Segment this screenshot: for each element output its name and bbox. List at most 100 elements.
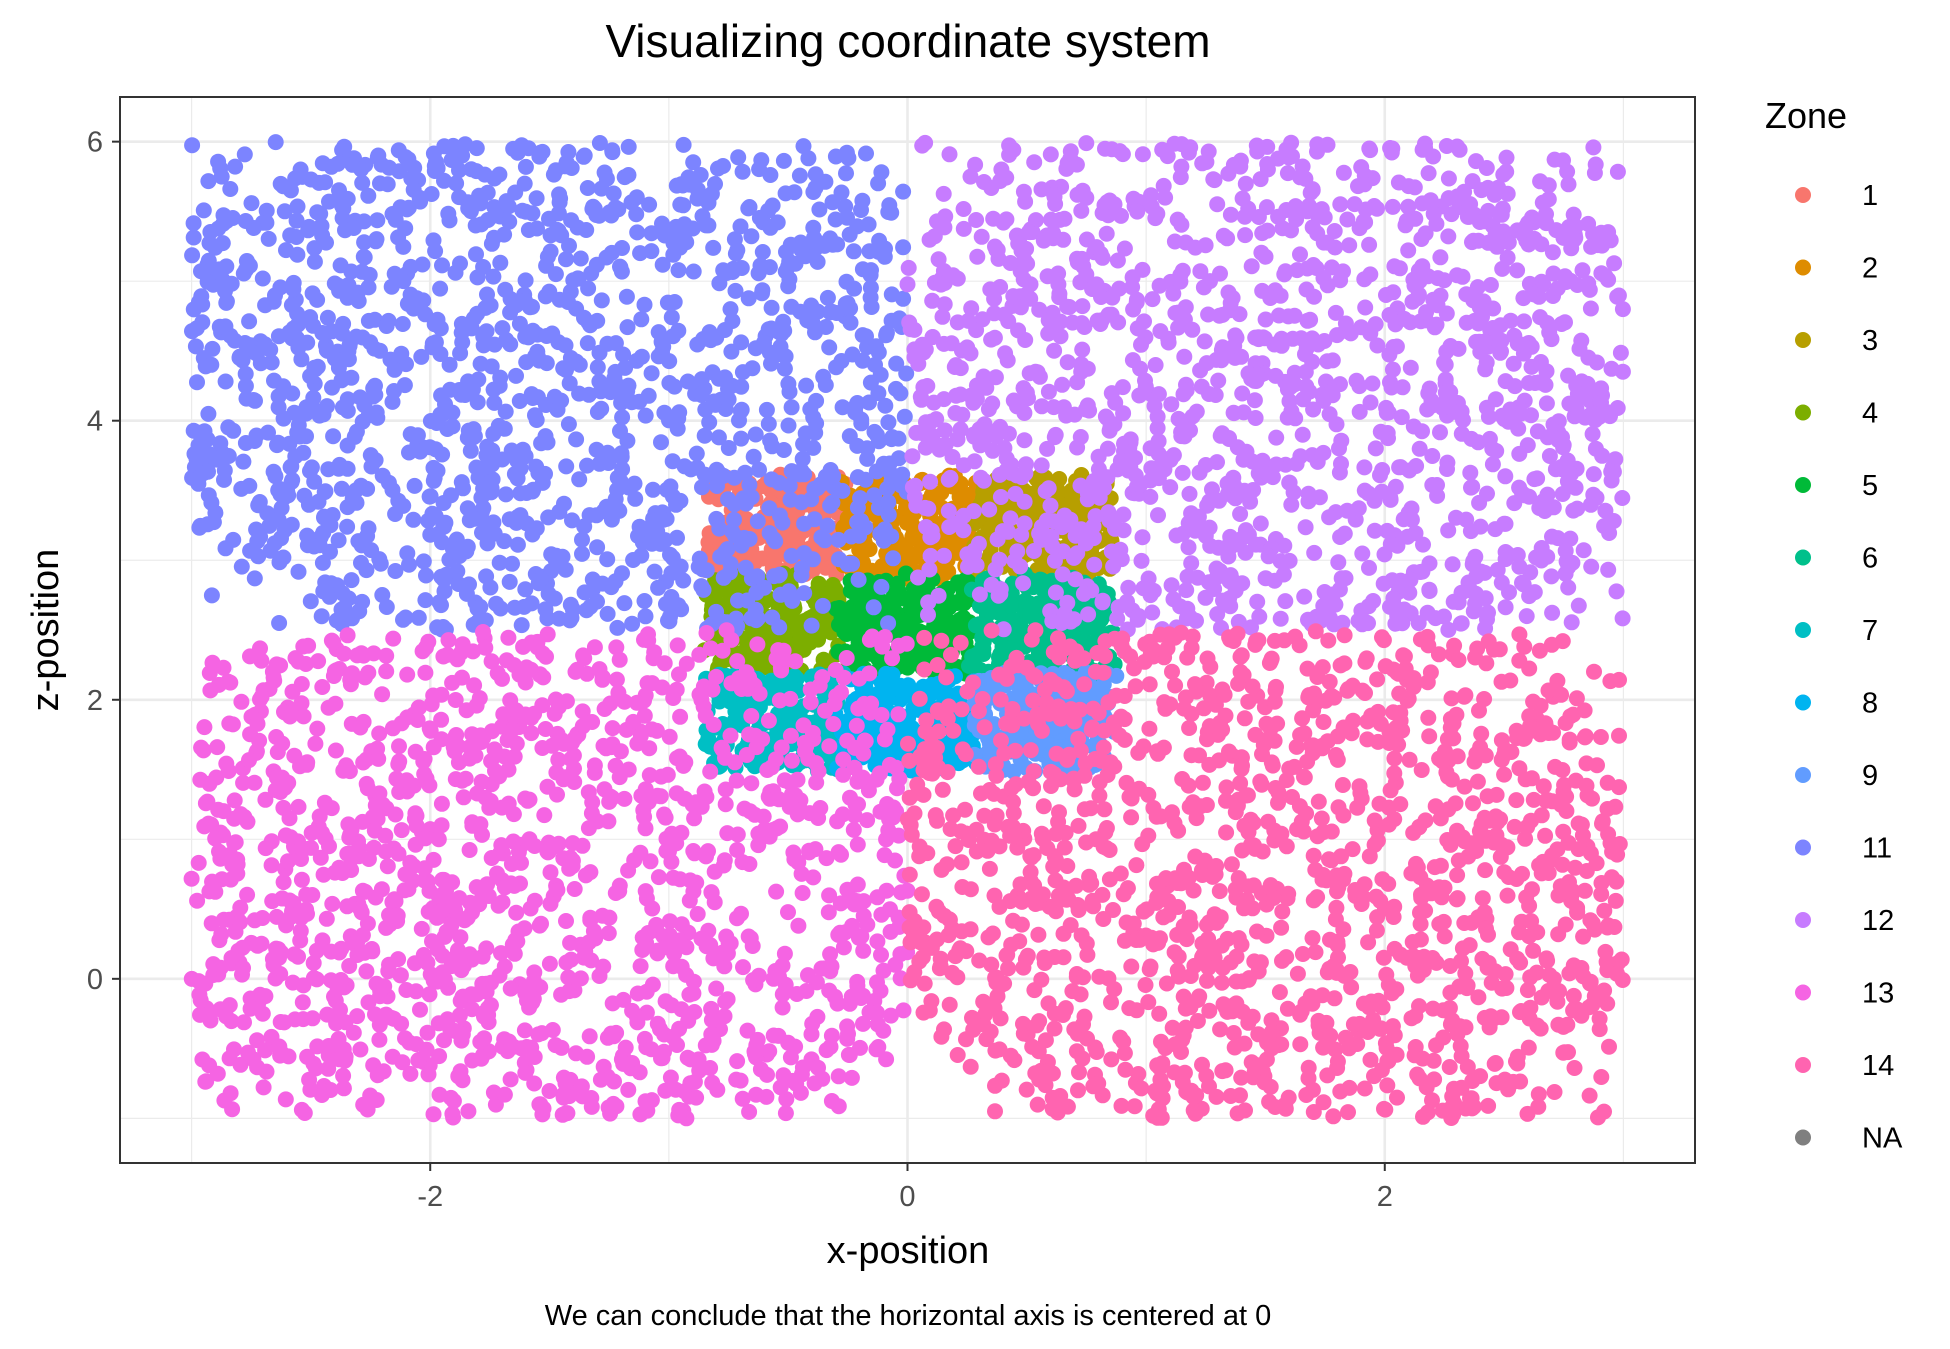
data-point: [1192, 362, 1209, 379]
data-point: [1112, 452, 1129, 469]
data-point: [316, 508, 333, 525]
data-point: [1047, 426, 1064, 443]
data-point: [1573, 332, 1590, 349]
data-point: [614, 409, 631, 426]
data-point: [740, 290, 757, 307]
data-point: [1538, 395, 1555, 412]
data-point: [1016, 405, 1033, 421]
data-point: [1563, 466, 1579, 482]
data-point: [318, 575, 335, 592]
data-point: [783, 463, 800, 480]
data-point: [695, 581, 712, 598]
data-point: [652, 535, 669, 552]
data-point: [1406, 277, 1423, 294]
data-point: [664, 549, 681, 566]
data-point: [286, 404, 303, 421]
data-point: [1400, 198, 1417, 215]
data-point: [356, 234, 373, 251]
data-point: [1300, 485, 1317, 502]
data-point: [1209, 454, 1225, 471]
data-point: [1575, 542, 1592, 559]
data-point: [511, 315, 528, 332]
data-point: [1333, 455, 1349, 472]
data-point: [774, 514, 791, 531]
data-point: [880, 506, 897, 523]
data-point: [517, 293, 534, 310]
data-point: [189, 374, 205, 391]
data-point: [1206, 581, 1223, 597]
data-point: [1067, 571, 1084, 588]
data-point: [418, 567, 434, 584]
data-point: [273, 500, 290, 516]
data-point: [523, 595, 540, 612]
data-point: [1033, 457, 1050, 474]
data-point: [899, 276, 916, 293]
data-point: [508, 367, 524, 384]
data-point: [935, 185, 952, 202]
data-point: [1209, 196, 1226, 213]
data-point: [795, 138, 812, 155]
data-point: [724, 523, 741, 540]
data-point: [317, 174, 334, 191]
data-point: [603, 244, 620, 261]
data-point: [665, 328, 681, 345]
data-point: [218, 213, 235, 229]
data-point: [694, 561, 711, 578]
data-point: [415, 553, 432, 570]
data-point: [1609, 163, 1626, 180]
data-point: [1078, 135, 1095, 152]
data-point: [1316, 333, 1333, 349]
data-point: [511, 393, 528, 409]
data-point: [360, 187, 377, 204]
data-point: [563, 609, 580, 626]
data-point: [704, 364, 721, 381]
data-point: [866, 487, 883, 504]
data-point: [875, 455, 892, 472]
data-point: [743, 228, 760, 245]
data-point: [1515, 290, 1532, 307]
data-point: [1236, 482, 1253, 499]
data-point: [398, 201, 415, 218]
data-point: [650, 579, 667, 596]
data-point: [800, 150, 817, 167]
data-point: [1188, 612, 1204, 629]
data-point: [1549, 280, 1566, 297]
data-point: [854, 261, 871, 278]
data-point: [1107, 394, 1124, 411]
data-point: [637, 608, 654, 625]
data-point: [822, 497, 839, 514]
data-point: [1458, 286, 1475, 303]
data-point: [501, 573, 518, 590]
data-point: [475, 480, 492, 497]
data-point: [235, 453, 252, 470]
data-point: [1293, 330, 1310, 347]
data-point: [538, 328, 555, 344]
data-point: [1098, 225, 1115, 242]
data-point: [292, 161, 309, 178]
data-point: [889, 575, 906, 592]
data-point: [231, 348, 248, 365]
data-point: [981, 501, 998, 518]
data-point: [1040, 480, 1057, 497]
data-point: [1498, 163, 1515, 180]
data-point: [422, 526, 439, 543]
data-point: [898, 514, 915, 531]
data-point: [184, 137, 201, 154]
data-point: [1105, 514, 1122, 531]
data-point: [571, 356, 588, 373]
data-point: [459, 194, 476, 211]
data-point: [395, 611, 411, 628]
data-point: [1144, 291, 1161, 308]
data-point: [941, 519, 958, 535]
data-point: [1484, 456, 1501, 473]
data-point: [485, 381, 502, 398]
data-point: [955, 522, 972, 539]
data-point: [924, 292, 941, 309]
data-point: [1281, 474, 1298, 491]
data-point: [1585, 139, 1602, 156]
data-point: [305, 317, 322, 334]
data-point: [854, 192, 871, 209]
data-point: [624, 394, 640, 411]
data-point: [1074, 182, 1091, 199]
data-point: [227, 158, 244, 175]
